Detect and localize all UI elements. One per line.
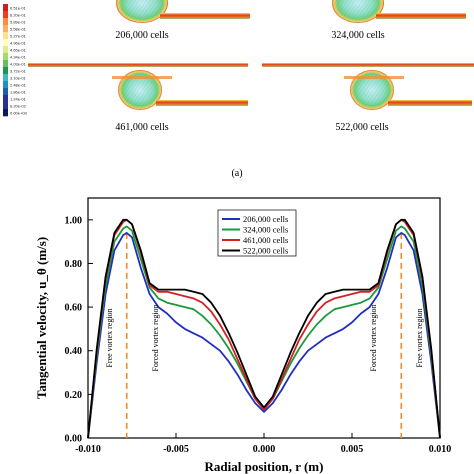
- contour-522k: [344, 70, 472, 110]
- contour-461k: [112, 70, 248, 110]
- colorbar-swatch: [3, 4, 8, 12]
- colorbar-swatch: [3, 102, 8, 110]
- outlet-pipe: [156, 100, 248, 106]
- contour-panel: 6.51e-01 6.20e-01 5.89e-01 5.58e-01 5.27e-01…: [3, 0, 474, 179]
- colorbar-label: 5.58e-01: [10, 26, 27, 31]
- y-tick-label: 0.20: [65, 390, 83, 401]
- legend-entry: 324,000 cells: [243, 225, 288, 235]
- region-label: Forced vortex region: [369, 304, 378, 371]
- line-chart: -0.010 -0.005 0.000 0.005 0.010 0.00 0.20 0.40 0…: [34, 197, 452, 474]
- y-tick-label: 0.00: [65, 434, 83, 445]
- outlet-pipe: [160, 13, 250, 19]
- colorbar-label: 1.86e-01: [10, 89, 27, 94]
- contour-324k: [332, 0, 466, 23]
- colorbar-label: 6.51e-01: [10, 5, 27, 10]
- region-label: Free vortex region: [105, 308, 114, 367]
- colorbar-label: 4.65e-01: [10, 47, 27, 52]
- vector-field: [118, 70, 162, 110]
- colorbar-label: 0.00e+00: [10, 110, 28, 115]
- region-annotations: Free vortex region Forced vortex region Fo…: [105, 304, 424, 371]
- colorbar-swatch: [3, 95, 8, 103]
- legend-box: [217, 209, 297, 257]
- outlet-pipe: [388, 100, 472, 106]
- colorbar-label: 4.96e-01: [10, 40, 27, 45]
- colorbar-swatch: [3, 46, 8, 54]
- colorbar-swatch: [3, 60, 8, 68]
- x-tick-label: 0.005: [341, 444, 364, 455]
- colorbar-label: 4.03e-01: [10, 61, 27, 66]
- colorbar-swatch: [3, 67, 8, 75]
- vector-field: [332, 0, 384, 23]
- series-line: [87, 232, 441, 439]
- x-tick-label: -0.005: [163, 444, 189, 455]
- colorbar-swatch: [3, 81, 8, 89]
- caption-324k: 324,000 cells: [331, 30, 384, 41]
- colorbar-swatch: [3, 39, 8, 47]
- inlet-strip-left: [28, 63, 248, 67]
- peak-markers: [125, 232, 403, 438]
- y-tick-label: 0.60: [65, 303, 83, 314]
- y-axis-title: Tangential velocity, u_θ (m/s): [34, 237, 49, 399]
- contour-206k: [116, 0, 250, 23]
- y-tick-label: 0.80: [65, 259, 83, 270]
- y-tick-label: 1.00: [65, 215, 83, 226]
- legend-entry: 522,000 cells: [243, 246, 288, 256]
- inlet-pipe: [112, 76, 172, 79]
- colorbar-label: 6.20e-02: [10, 103, 27, 108]
- colorbar-label: 3.10e-01: [10, 75, 27, 80]
- colorbar-swatch: [3, 74, 8, 82]
- series-layer: [87, 218, 441, 439]
- colorbar-swatch: [3, 32, 8, 40]
- legend-entry: 206,000 cells: [243, 214, 288, 224]
- colorbar-swatch: [3, 11, 8, 19]
- colorbar-swatch: [3, 25, 8, 33]
- colorbar-label: 1.24e-01: [10, 96, 27, 101]
- inlet-pipe: [344, 76, 404, 79]
- caption-522k: 522,000 cells: [335, 122, 388, 133]
- colorbar-label: 3.72e-01: [10, 68, 27, 73]
- region-label: Free vortex region: [415, 308, 424, 367]
- x-axis-title: Radial position, r (m): [205, 459, 324, 474]
- caption-206k: 206,000 cells: [115, 30, 168, 41]
- colorbar-label: 2.48e-01: [10, 82, 27, 87]
- x-tick-label: 0.010: [429, 444, 452, 455]
- colorbar-swatch: [3, 88, 8, 96]
- x-tick-label: -0.010: [75, 444, 101, 455]
- region-label: Forced vortex region: [151, 304, 160, 371]
- axis-ticks: -0.010 -0.005 0.000 0.005 0.010 0.00 0.20 0.40 0…: [65, 215, 452, 455]
- colorbar-swatch: [3, 109, 8, 117]
- x-tick-label: 0.000: [253, 444, 276, 455]
- vector-field: [350, 70, 394, 110]
- colorbar-label: 5.89e-01: [10, 19, 27, 24]
- colorbar: 6.51e-01 6.20e-01 5.89e-01 5.58e-01 5.27e-01…: [3, 4, 28, 117]
- outlet-pipe: [376, 13, 466, 19]
- y-tick-label: 0.40: [65, 346, 83, 357]
- colorbar-label: 5.27e-01: [10, 33, 27, 38]
- colorbar-label: 6.20e-01: [10, 12, 27, 17]
- panel-label: (a): [231, 168, 242, 179]
- colorbar-swatch: [3, 53, 8, 61]
- vector-field: [116, 0, 168, 23]
- legend-entry: 461,000 cells: [243, 235, 288, 245]
- inlet-strip-right: [262, 63, 474, 67]
- colorbar-label: 4.34e-01: [10, 54, 27, 59]
- colorbar-swatch: [3, 18, 8, 26]
- caption-461k: 461,000 cells: [115, 122, 168, 133]
- series-line: [87, 218, 441, 439]
